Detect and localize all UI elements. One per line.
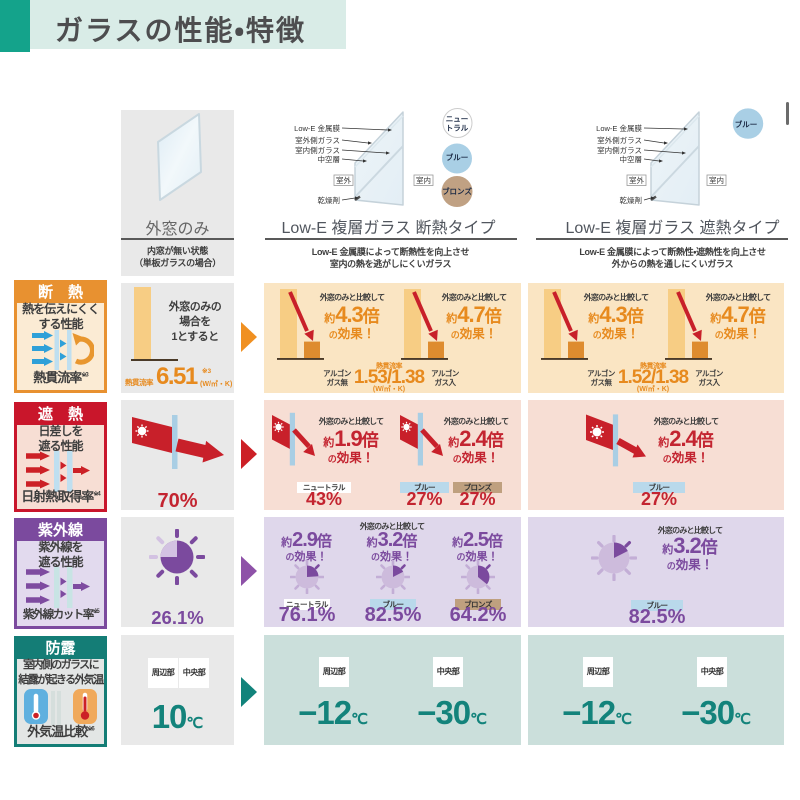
svg-text:ブルー: ブルー bbox=[735, 119, 758, 129]
svg-text:室内側ガラス: 室内側ガラス bbox=[295, 145, 340, 155]
svg-text:乾燥剤: 乾燥剤 bbox=[318, 195, 341, 205]
svg-text:中空層: 中空層 bbox=[318, 154, 341, 164]
svg-text:ニュー: ニュー bbox=[446, 115, 469, 124]
svg-text:室内: 室内 bbox=[416, 175, 431, 185]
svg-text:室外側ガラス: 室外側ガラス bbox=[295, 135, 340, 145]
svg-text:ブロンズ: ブロンズ bbox=[442, 186, 472, 196]
svg-text:Low-E 金属膜: Low-E 金属膜 bbox=[294, 123, 340, 133]
svg-text:室外: 室外 bbox=[629, 175, 644, 185]
svg-text:室外: 室外 bbox=[336, 175, 351, 185]
svg-text:Low-E 金属膜: Low-E 金属膜 bbox=[596, 123, 642, 133]
svg-text:室内: 室内 bbox=[709, 175, 724, 185]
svg-text:乾燥剤: 乾燥剤 bbox=[620, 195, 643, 205]
svg-text:ブルー: ブルー bbox=[446, 152, 469, 162]
svg-text:トラル: トラル bbox=[446, 124, 469, 133]
svg-text:室内側ガラス: 室内側ガラス bbox=[597, 145, 642, 155]
svg-text:室外側ガラス: 室外側ガラス bbox=[597, 135, 642, 145]
svg-text:中空層: 中空層 bbox=[620, 154, 643, 164]
